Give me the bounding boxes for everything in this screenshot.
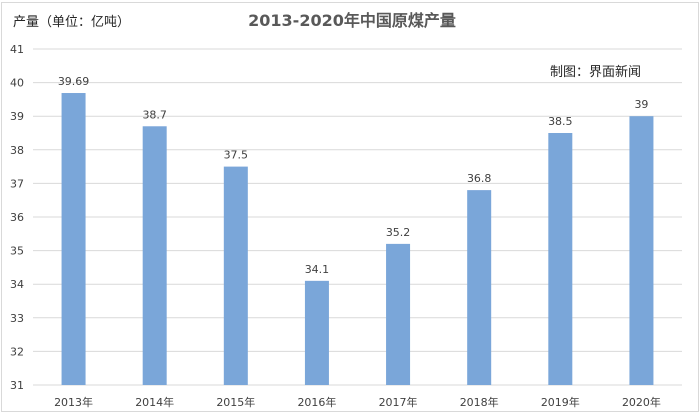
y-tick-label: 37 [10, 177, 24, 190]
x-tick-label: 2020年 [622, 395, 661, 409]
x-tick-label: 2016年 [297, 395, 336, 409]
y-tick-label: 33 [10, 312, 24, 325]
axis-layer: 31 32 33 34 35 36 37 38 39 40 41 2013年 2014年 2015年 201… [10, 43, 661, 409]
data-label: 38.7 [142, 108, 167, 121]
grid-layer [33, 48, 682, 386]
bar [142, 126, 167, 385]
bar [548, 133, 573, 385]
data-label: 39 [634, 98, 648, 111]
bar [386, 243, 411, 385]
y-tick-label: 34 [10, 278, 24, 291]
y-tick-label: 36 [10, 211, 24, 224]
y-tick-label: 32 [10, 345, 24, 358]
bar [223, 166, 248, 385]
y-tick-label: 41 [10, 43, 24, 56]
x-tick-label: 2019年 [541, 395, 580, 409]
bar-layer [61, 93, 654, 386]
data-label: 37.5 [224, 149, 249, 162]
bar [629, 116, 654, 385]
data-label: 34.1 [305, 263, 330, 276]
x-tick-label: 2018年 [460, 395, 499, 409]
y-tick-label: 38 [10, 144, 24, 157]
x-tick-label: 2014年 [135, 395, 174, 409]
y-tick-label: 31 [10, 379, 24, 392]
data-label: 38.5 [548, 115, 573, 128]
data-label: 39.69 [58, 75, 90, 88]
chart-svg: 39.69 38.7 37.5 34.1 35.2 36.8 38.5 39 31 32 33 34… [10, 11, 682, 409]
data-label: 35.2 [386, 226, 411, 239]
y-unit-label: 产量（单位：亿吨） [13, 15, 130, 30]
y-tick-label: 39 [10, 110, 24, 123]
chart-title: 2013-2020年中国原煤产量 [248, 11, 456, 30]
y-tick-label: 35 [10, 245, 24, 258]
bar [61, 93, 86, 386]
bar [467, 190, 492, 385]
y-tick-label: 40 [10, 77, 24, 90]
label-layer: 39.69 38.7 37.5 34.1 35.2 36.8 38.5 39 [58, 75, 649, 276]
data-label: 36.8 [467, 172, 492, 185]
x-tick-label: 2015年 [216, 395, 255, 409]
chart-frame: 39.69 38.7 37.5 34.1 35.2 36.8 38.5 39 31 32 33 34… [1, 2, 699, 412]
x-tick-label: 2017年 [379, 395, 418, 409]
bar [304, 280, 329, 385]
x-tick-label: 2013年 [54, 395, 93, 409]
chart-credit: 制图：界面新闻 [550, 64, 641, 80]
